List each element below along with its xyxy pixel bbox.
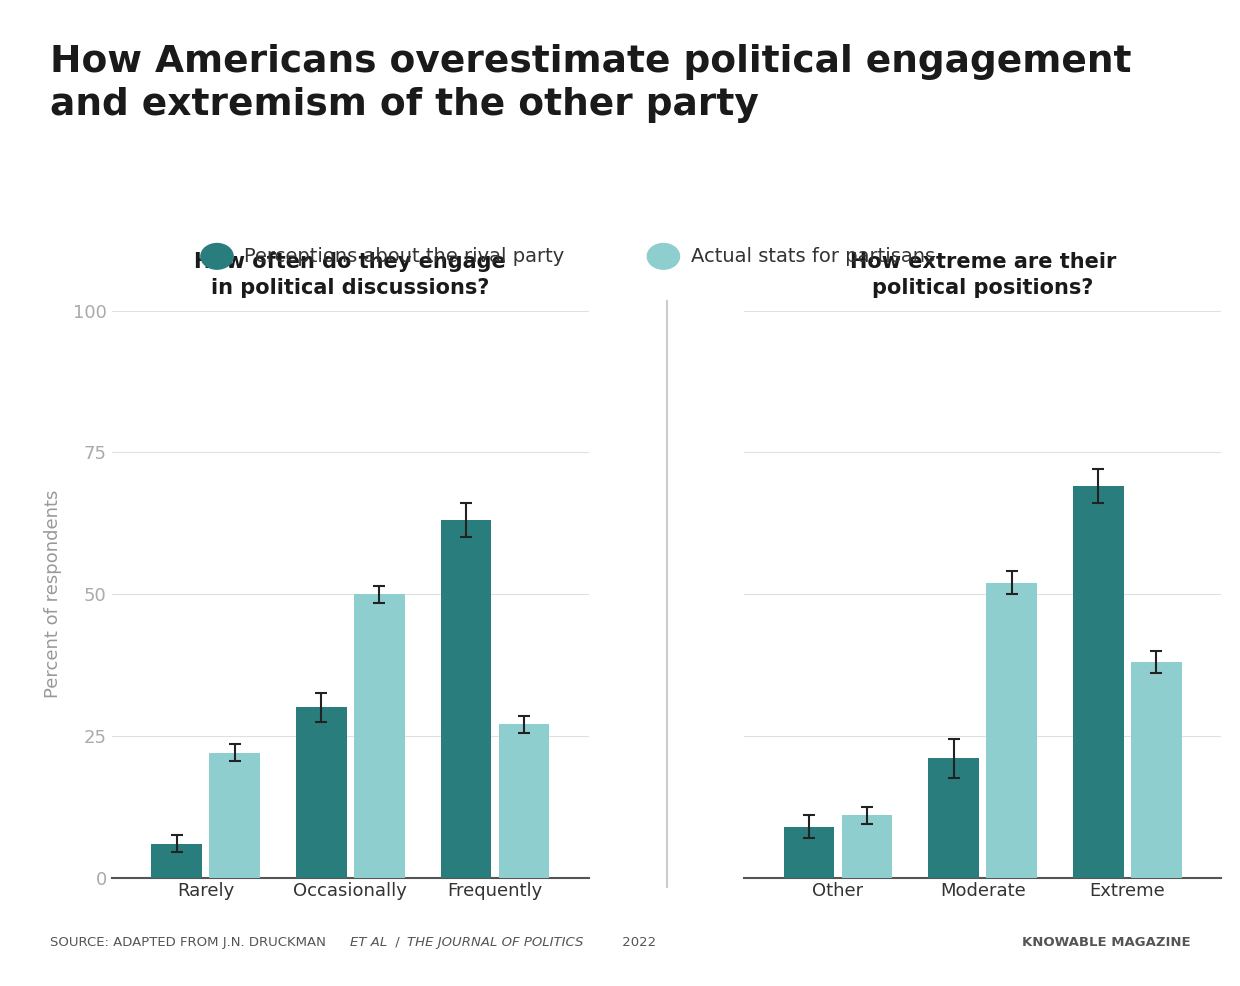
Text: ET AL: ET AL xyxy=(350,936,387,949)
Bar xyxy=(210,753,260,878)
Text: KNOWABLE MAGAZINE: KNOWABLE MAGAZINE xyxy=(1022,936,1190,949)
Title: How often do they engage
in political discussions?: How often do they engage in political di… xyxy=(195,251,506,298)
Bar xyxy=(986,583,1037,878)
Bar xyxy=(929,758,980,878)
Bar xyxy=(842,815,893,878)
Text: THE JOURNAL OF POLITICS: THE JOURNAL OF POLITICS xyxy=(407,936,583,949)
Bar xyxy=(353,594,404,878)
Y-axis label: Percent of respondents: Percent of respondents xyxy=(43,490,62,698)
Title: How extreme are their
political positions?: How extreme are their political position… xyxy=(849,251,1116,298)
Bar xyxy=(1073,486,1123,878)
Bar xyxy=(296,708,347,878)
Bar xyxy=(784,826,835,878)
Bar xyxy=(440,521,491,878)
Bar xyxy=(1131,663,1182,878)
Text: SOURCE: ADAPTED FROM J.N. DRUCKMAN: SOURCE: ADAPTED FROM J.N. DRUCKMAN xyxy=(50,936,330,949)
Bar xyxy=(151,844,202,878)
Text: How Americans overestimate political engagement
and extremism of the other party: How Americans overestimate political eng… xyxy=(50,44,1131,123)
Text: 2022: 2022 xyxy=(618,936,656,949)
Text: /: / xyxy=(391,936,403,949)
Text: Actual stats for partisans: Actual stats for partisans xyxy=(691,246,935,266)
Text: Perceptions about the rival party: Perceptions about the rival party xyxy=(244,246,564,266)
Bar xyxy=(498,725,549,878)
